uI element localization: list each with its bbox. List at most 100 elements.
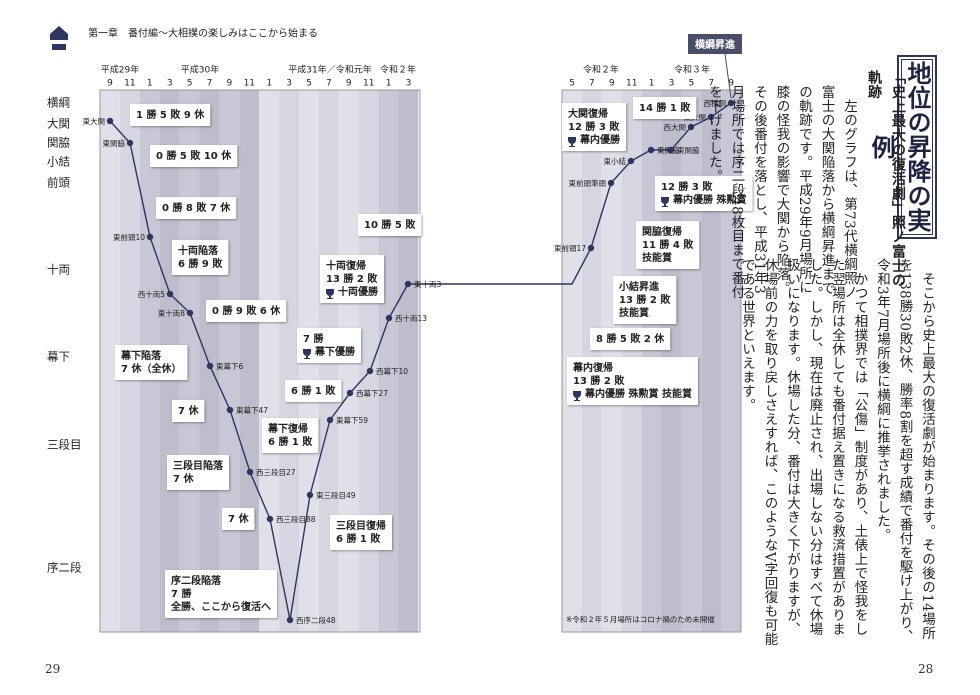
rank-point xyxy=(707,113,715,121)
box-bg xyxy=(330,515,392,550)
rank-label: 前頭 xyxy=(47,176,70,190)
box-bg xyxy=(285,380,342,402)
rank-point xyxy=(246,468,254,476)
box-text: 7 休 xyxy=(173,472,194,485)
month-label: 7 xyxy=(207,79,213,89)
box-text: 11 勝 4 敗 xyxy=(642,238,694,251)
point-label: 西大関 xyxy=(664,122,687,132)
box-text: 10 勝 5 敗 xyxy=(364,218,416,231)
box-text: 0 勝 9 敗 6 休 xyxy=(212,304,281,317)
annotation-box: 7 休 xyxy=(222,508,255,530)
month-label: 1 xyxy=(649,79,655,89)
box-bg xyxy=(633,97,697,119)
box-text: 12 勝 3 敗 xyxy=(568,120,620,133)
month-band xyxy=(378,90,399,632)
box-text: 7 休 xyxy=(178,404,199,417)
box-bg xyxy=(590,328,671,350)
box-text: 小結昇進 xyxy=(618,280,660,293)
box-text: 1 勝 5 敗 9 休 xyxy=(136,108,205,121)
box-bg xyxy=(567,357,698,405)
badge-bg xyxy=(688,34,742,54)
month-band xyxy=(100,90,120,632)
box-bg xyxy=(613,276,677,324)
annotation-box: 14 勝 1 敗 xyxy=(633,97,697,119)
rank-point xyxy=(186,309,194,317)
box-bg xyxy=(222,508,255,530)
month-band xyxy=(721,90,742,632)
month-label: 7 xyxy=(589,79,595,89)
trophy-icon xyxy=(568,137,576,147)
rank-label: 幕下 xyxy=(47,350,70,364)
rank-point xyxy=(346,389,354,397)
box-text: 三段目陥落 xyxy=(173,459,224,472)
paragraph-group: 左のグラフは、第73代横綱照ノ富士の大関陥落から横綱昇進までの軌跡です。平成29… xyxy=(706,85,860,300)
rank-label: 序二段 xyxy=(47,561,82,575)
rank-label: 小結 xyxy=(47,155,70,169)
annotation-box: 7 休 xyxy=(172,400,205,422)
point-label: 東前頭17 xyxy=(554,243,586,253)
box-text: 幕下優勝 xyxy=(314,345,356,358)
box-bg xyxy=(206,300,287,322)
rank-label: 横綱 xyxy=(47,96,70,110)
point-label: 西幕下10 xyxy=(376,366,408,376)
rank-point xyxy=(627,157,635,165)
point-label: 東関脇 xyxy=(103,138,126,148)
rank-label: 関脇 xyxy=(47,136,70,150)
box-text: 幕下陥落 xyxy=(120,349,162,362)
box-text: 7 休（全休） xyxy=(121,362,181,375)
box-text: 14 勝 1 敗 xyxy=(639,101,691,114)
month-label: 9 xyxy=(609,79,615,89)
month-band xyxy=(219,90,240,632)
rank-label: 三段目 xyxy=(47,438,82,452)
box-text: 7 勝 xyxy=(303,332,324,345)
rank-point xyxy=(286,616,294,624)
badge-pointer xyxy=(724,53,732,99)
point-label: 西横綱 xyxy=(704,98,727,108)
point-label: 東幕下47 xyxy=(236,405,268,415)
rank-label: 大関 xyxy=(47,117,70,131)
box-bg xyxy=(172,240,229,275)
point-label: 東三段目49 xyxy=(316,490,356,500)
year-label: 平成30年 xyxy=(181,64,219,76)
box-text: 0 勝 8 敗 7 休 xyxy=(162,201,231,214)
rank-point xyxy=(306,491,314,499)
note: ※令和２年５月場所はコロナ禍のため未開催 xyxy=(566,614,715,624)
box-bg xyxy=(262,418,319,453)
month-label: 3 xyxy=(406,79,412,89)
box-text: 13 勝 2 敗 xyxy=(619,293,671,306)
article-subtitle: 「史上最大の復活劇」照ノ富士の軌跡 xyxy=(866,70,906,288)
rank-point xyxy=(607,179,615,187)
rank-point xyxy=(266,515,274,523)
point-label: 西十両5 xyxy=(138,289,165,299)
box-text: 13 勝 2 敗 xyxy=(573,374,625,387)
box-text: 幕内優勝 殊勲賞 技能賞 xyxy=(584,387,692,400)
box-text: 十両優勝 xyxy=(338,285,379,298)
rank-point xyxy=(366,367,374,375)
month-band xyxy=(259,90,280,632)
month-label: 11 xyxy=(626,79,637,89)
rank-point xyxy=(587,244,595,252)
box-text: 幕内復帰 xyxy=(572,361,613,374)
box-text: 幕内優勝 殊勲賞 xyxy=(672,193,746,206)
box-text: 6 勝 1 敗 xyxy=(291,384,336,397)
month-label: 11 xyxy=(363,79,374,89)
box-text: 0 勝 5 敗 10 休 xyxy=(156,149,232,162)
panel-border xyxy=(99,89,421,633)
box-text: 6 勝 1 敗 xyxy=(336,532,381,545)
month-label: 3 xyxy=(286,79,292,89)
page-number: 28 xyxy=(918,662,934,676)
annotation-box: 10 勝 5 敗 xyxy=(358,214,422,236)
rank-point xyxy=(404,280,412,288)
rank-point xyxy=(206,362,214,370)
year-label: 平成29年 xyxy=(101,64,139,76)
paragraph: かつて相撲界では「公傷」制度があり、土俵上で怪我をした翌場所は全休しても番付据え… xyxy=(739,258,868,647)
box-text: 13 勝 2 敗 xyxy=(326,272,378,285)
point-label: 西三段目27 xyxy=(256,467,296,477)
annotation-box: 0 勝 8 敗 7 休 xyxy=(156,197,237,219)
